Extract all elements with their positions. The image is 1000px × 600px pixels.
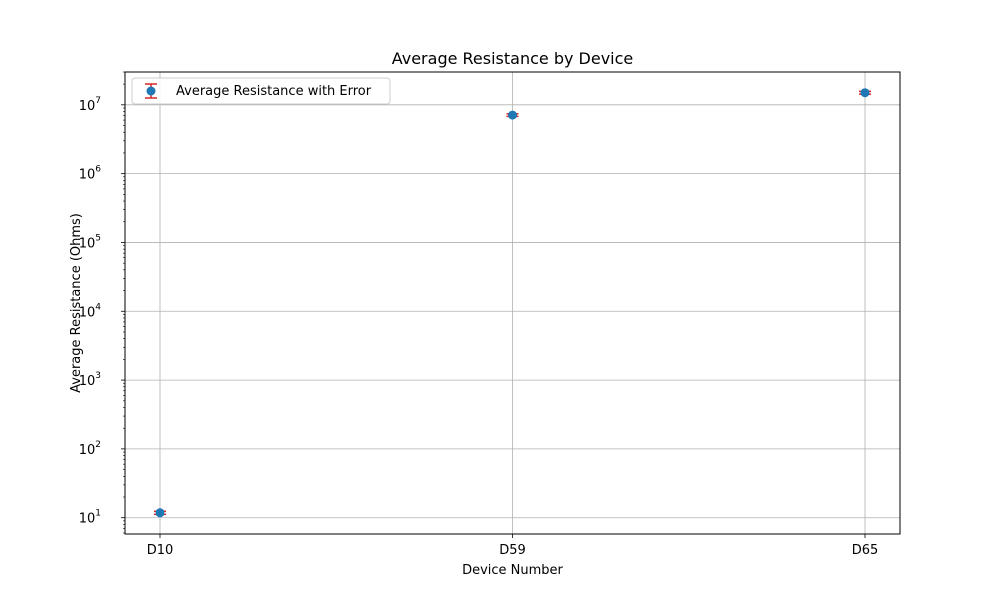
legend-label: Average Resistance with Error bbox=[176, 84, 372, 99]
legend-marker-icon bbox=[146, 86, 156, 96]
x-tick-label: D59 bbox=[499, 543, 526, 558]
data-point bbox=[860, 88, 870, 98]
chart-title: Average Resistance by Device bbox=[392, 49, 634, 68]
data-point bbox=[508, 110, 517, 120]
x-tick-label: D10 bbox=[147, 543, 174, 558]
legend: Average Resistance with Error bbox=[131, 77, 391, 105]
y-tick-label: 104 bbox=[79, 302, 102, 320]
y-tick-label: 102 bbox=[79, 440, 101, 458]
data-point bbox=[155, 508, 165, 518]
y-tick-label: 106 bbox=[79, 165, 102, 183]
axis-ticks: D10 D59 D65 101 102 103 104 105 106 107 bbox=[79, 71, 879, 558]
x-tick-label: D65 bbox=[852, 543, 879, 558]
y-axis-label: Average Resistance (Ohms) bbox=[69, 213, 84, 393]
y-tick-label: 103 bbox=[79, 371, 101, 389]
x-axis-label: Device Number bbox=[462, 563, 563, 578]
legend-frame bbox=[131, 77, 391, 105]
grid-lines bbox=[125, 72, 900, 534]
y-tick-label: 107 bbox=[79, 96, 101, 114]
y-tick-label: 105 bbox=[79, 233, 101, 251]
y-tick-label: 101 bbox=[79, 509, 101, 527]
data-points bbox=[154, 88, 871, 518]
